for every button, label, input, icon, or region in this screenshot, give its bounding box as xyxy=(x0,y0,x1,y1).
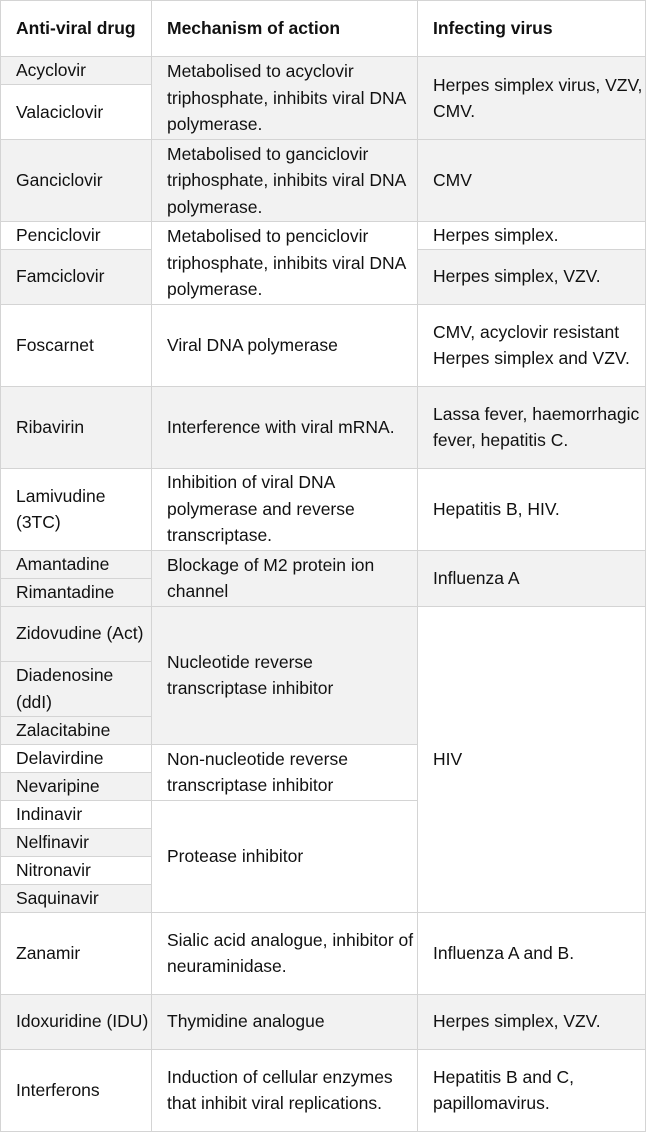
mechanism-cell: Blockage of M2 protein ion channel xyxy=(151,549,418,607)
table-row: Lamivudine (3TC) Inhibition of viral DNA… xyxy=(0,467,646,551)
mechanism-cell: Non-nucleotide reverse transcriptase inh… xyxy=(151,743,418,801)
table-row: Delavirdine Non-nucleotide reverse trans… xyxy=(0,743,646,801)
infecting-virus-cell: Hepatitis B, HIV. xyxy=(417,467,646,551)
drug-name-cell: Nevaripine xyxy=(0,771,152,801)
infecting-virus-cell: Influenza A xyxy=(417,549,646,607)
drug-name-cell: Delavirdine xyxy=(0,743,152,773)
infecting-virus-cell: CMV, acyclovir resistant Herpes simplex … xyxy=(417,303,646,387)
drug-name-cell: Zalacitabine xyxy=(0,715,152,745)
drug-name-cell: Diadenosine (ddI) xyxy=(0,660,152,717)
table-row: Valaciclovir xyxy=(0,84,646,140)
table-row: Ribavirin Interference with viral mRNA. … xyxy=(0,385,646,469)
column-header-mechanism: Mechanism of action xyxy=(151,0,418,57)
table-row: Zidovudine (Act) Nucleotide reverse tran… xyxy=(0,605,646,913)
mechanism-cell: Inhibition of viral DNA polymerase and r… xyxy=(151,467,418,551)
infecting-virus-cell: Hepatitis B and C, papillomavirus. xyxy=(417,1048,646,1132)
drug-name-cell: Nitronavir xyxy=(0,855,152,885)
drug-name-cell: Ganciclovir xyxy=(0,139,152,222)
drug-name-cell: Rimantadine xyxy=(0,577,152,607)
table-row: Foscarnet Viral DNA polymerase CMV, acyc… xyxy=(0,303,646,387)
mechanism-cell: Induction of cellular enzymes that inhib… xyxy=(151,1048,418,1132)
infecting-virus-cell: Lassa fever, haemorrhagic fever, hepatit… xyxy=(417,385,646,469)
table-row: Penciclovir Metabolised to penciclovir t… xyxy=(0,221,646,305)
table-row: Acyclovir Metabolised to acyclovir triph… xyxy=(0,56,646,140)
drug-name-cell: Penciclovir xyxy=(0,221,152,250)
mechanism-cell: Metabolised to ganciclovir triphosphate,… xyxy=(151,139,418,222)
drug-name-cell: Acyclovir xyxy=(0,56,152,85)
infecting-virus-cell: Herpes simplex virus, VZV, CMV. xyxy=(417,56,646,140)
mechanism-cell: Interference with viral mRNA. xyxy=(151,385,418,469)
drug-name-cell: Ribavirin xyxy=(0,385,152,469)
drug-name-cell: Amantadine xyxy=(0,549,152,579)
infecting-virus-cell: Influenza A and B. xyxy=(417,911,646,995)
drug-name-cell: Foscarnet xyxy=(0,303,152,387)
drug-name-cell: Zanamir xyxy=(0,911,152,995)
drug-name-cell: Nelfinavir xyxy=(0,827,152,857)
mechanism-cell: Metabolised to penciclovir triphosphate,… xyxy=(151,221,418,305)
table-row: Amantadine Blockage of M2 protein ion ch… xyxy=(0,549,646,607)
infecting-virus-cell: HIV xyxy=(417,605,646,913)
table-row: Famciclovir Herpes simplex, VZV. xyxy=(0,248,646,305)
drug-name-cell: Lamivudine (3TC) xyxy=(0,467,152,551)
mechanism-cell: Protease inhibitor xyxy=(151,799,418,913)
table-row: Saquinavir xyxy=(0,883,646,913)
mechanism-cell: Viral DNA polymerase xyxy=(151,303,418,387)
table-row: Interferons Induction of cellular enzyme… xyxy=(0,1048,646,1132)
infecting-virus-cell: Herpes simplex. xyxy=(417,221,646,250)
drug-name-cell: Famciclovir xyxy=(0,248,152,305)
drug-name-cell: Saquinavir xyxy=(0,883,152,913)
table-row: Zanamir Sialic acid analogue, inhibitor … xyxy=(0,911,646,995)
table-row: Zalacitabine xyxy=(0,715,646,745)
mechanism-cell: Thymidine analogue xyxy=(151,993,418,1050)
table-row: Ganciclovir Metabolised to ganciclovir t… xyxy=(0,139,646,222)
drug-name-cell: Interferons xyxy=(0,1048,152,1132)
table-row: Rimantadine xyxy=(0,577,646,607)
mechanism-cell: Nucleotide reverse transcriptase inhibit… xyxy=(151,605,418,745)
infecting-virus-cell: CMV xyxy=(417,139,646,222)
mechanism-cell: Sialic acid analogue, inhibitor of neura… xyxy=(151,911,418,995)
drug-name-cell: Indinavir xyxy=(0,799,152,829)
column-header-drug: Anti-viral drug xyxy=(0,0,152,57)
infecting-virus-cell: Herpes simplex, VZV. xyxy=(417,993,646,1050)
drug-name-cell: Zidovudine (Act) xyxy=(0,605,152,662)
drug-name-cell: Idoxuridine (IDU) xyxy=(0,993,152,1050)
infecting-virus-cell: Herpes simplex, VZV. xyxy=(417,248,646,305)
drug-name-cell: Valaciclovir xyxy=(0,84,152,140)
header-row: Anti-viral drug Mechanism of action Infe… xyxy=(0,0,646,57)
table-row: Indinavir Protease inhibitor xyxy=(0,799,646,913)
table-row: Diadenosine (ddI) xyxy=(0,660,646,717)
table-row: Nelfinavir xyxy=(0,827,646,857)
mechanism-cell: Metabolised to acyclovir triphosphate, i… xyxy=(151,56,418,140)
column-header-virus: Infecting virus xyxy=(417,0,646,57)
table-row: Idoxuridine (IDU) Thymidine analogue Her… xyxy=(0,993,646,1050)
